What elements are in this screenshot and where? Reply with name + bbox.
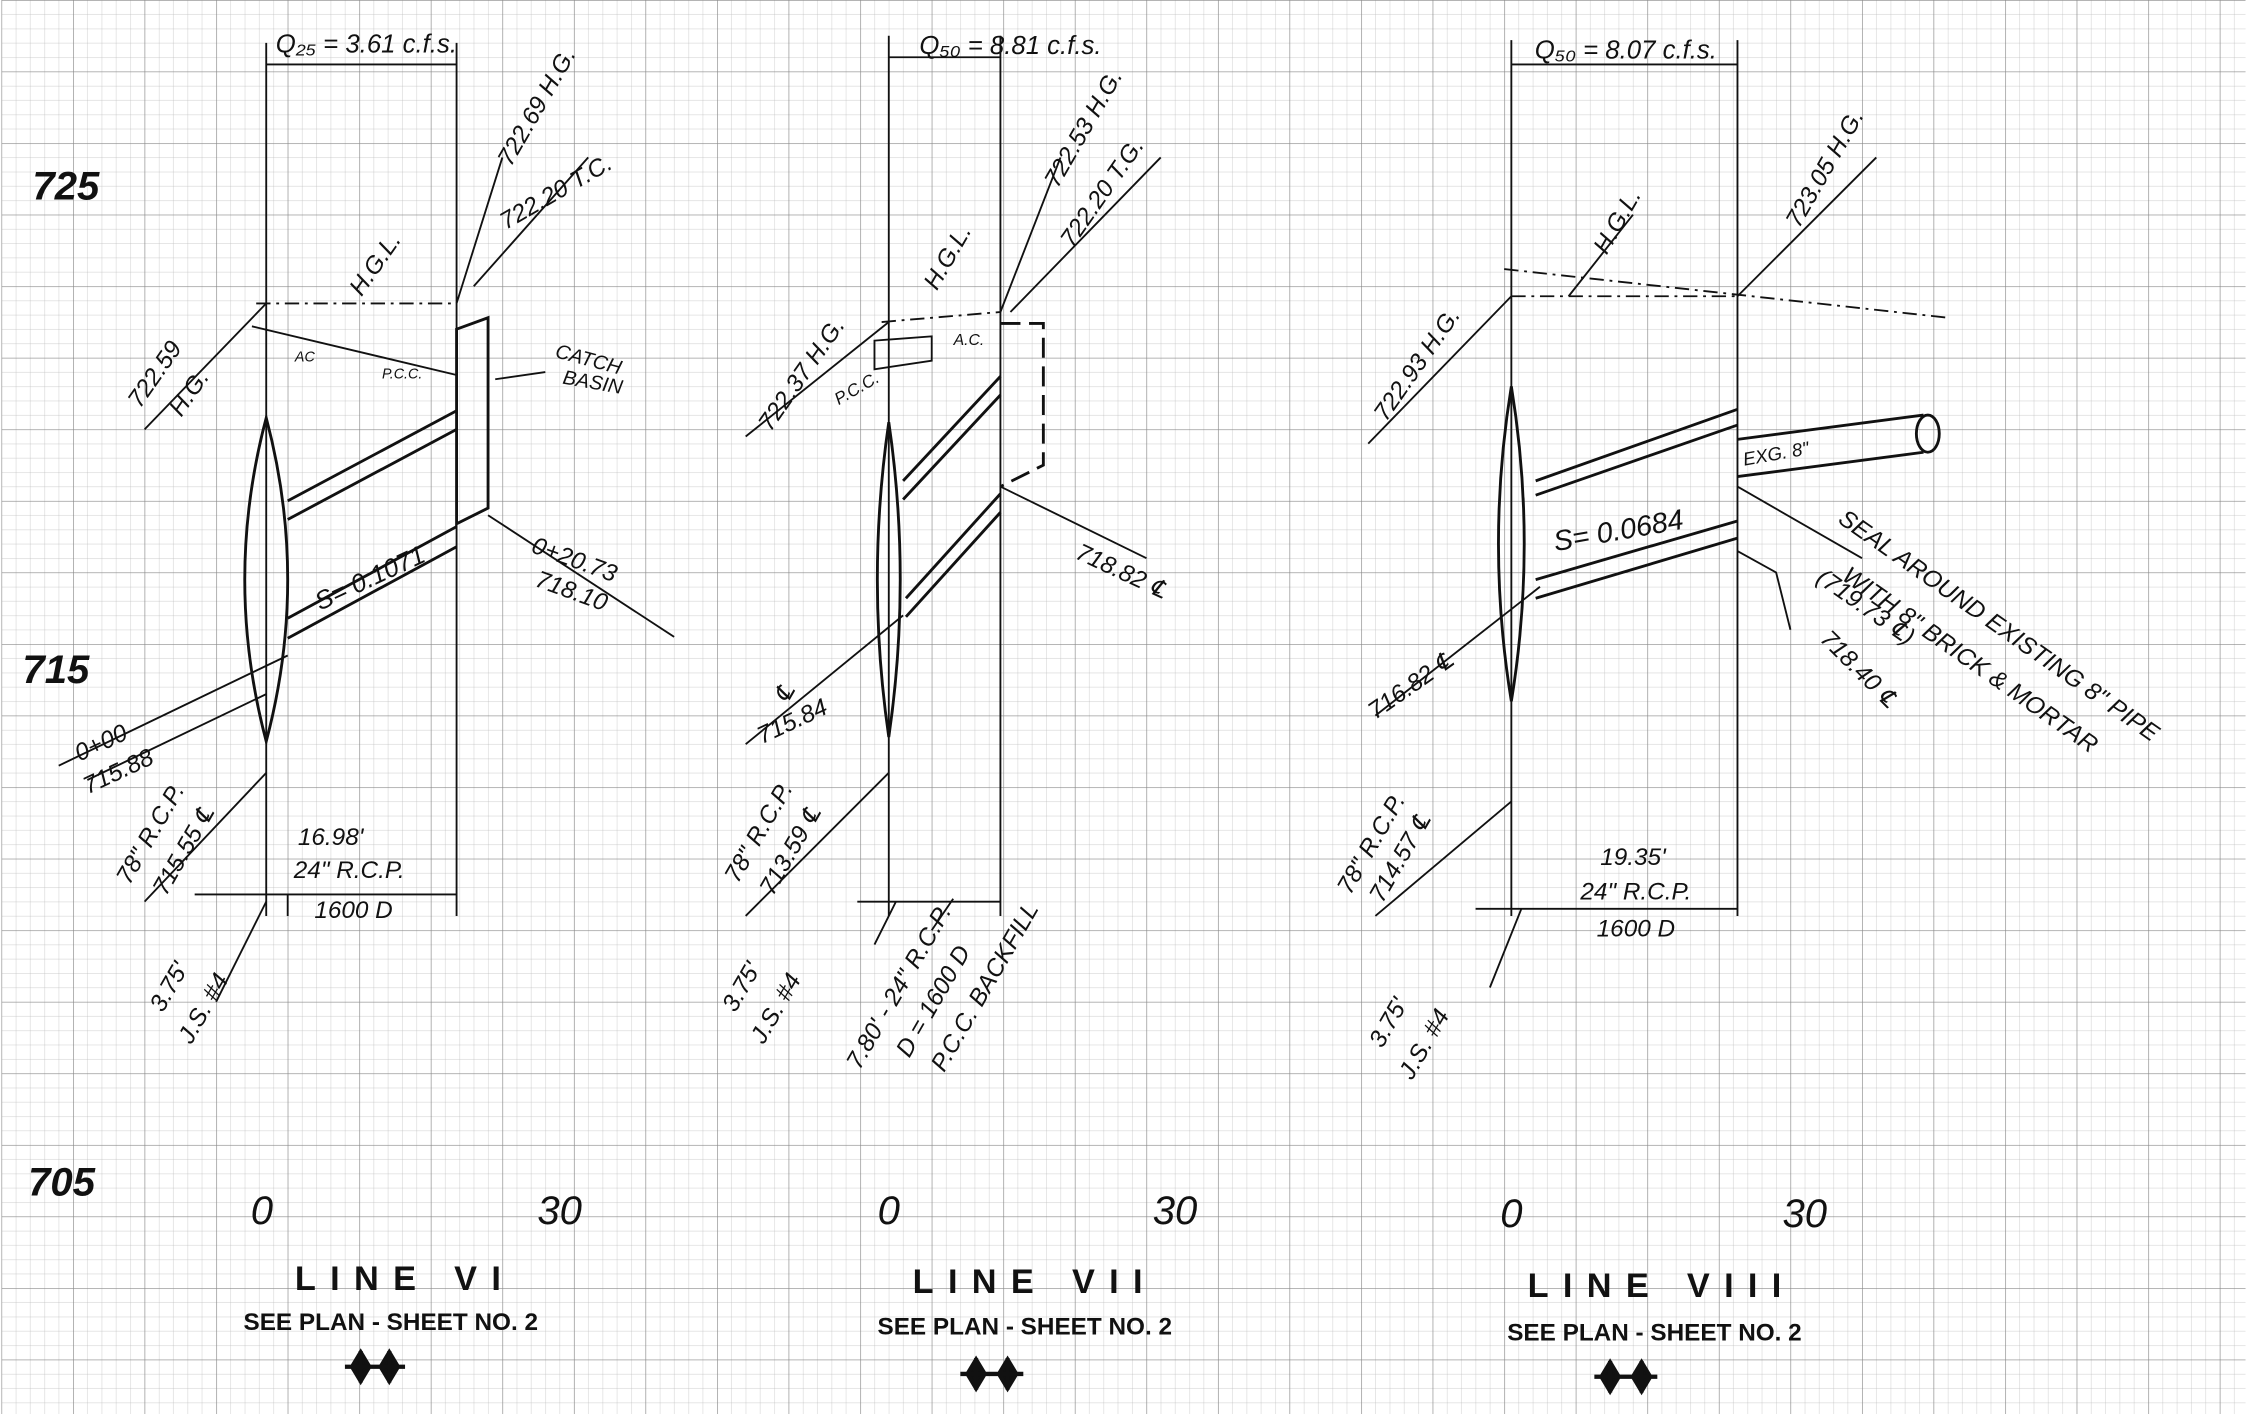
station-label: 0	[1500, 1192, 1522, 1236]
profile-annotation: 1600 D	[1597, 916, 1675, 943]
profile-annotation: 16.98'	[298, 824, 365, 851]
profile-title: LINE VI	[295, 1260, 515, 1298]
profile-annotation: AC	[294, 350, 316, 366]
profile-annotation: 1600 D	[314, 897, 392, 924]
profile-annotation: 24" R.C.P.	[1579, 878, 1691, 905]
sheet-reference: SEE PLAN - SHEET NO. 2	[243, 1309, 538, 1336]
elevation-label: 715	[22, 648, 90, 692]
profile-annotation: A.C.	[953, 332, 985, 349]
sheet-reference: SEE PLAN - SHEET NO. 2	[1507, 1319, 1802, 1346]
profile-title: LINE VII	[913, 1263, 1157, 1301]
station-label: 30	[1153, 1189, 1198, 1233]
station-label: 0	[251, 1189, 273, 1233]
profile-vii-drawing	[745, 35, 1162, 945]
elevation-label: 705	[28, 1161, 96, 1205]
profile-annotation: P.C.C.	[382, 367, 422, 383]
flow-label: Q₅₀ = 8.07 c.f.s.	[1535, 36, 1717, 64]
flow-label: Q₅₀ = 8.81 c.f.s.	[919, 32, 1101, 60]
profile-annotation: 24" R.C.P.	[293, 857, 405, 884]
profile-vi-drawing	[58, 42, 675, 1003]
elevation-label: 725	[32, 164, 100, 208]
asterisk-marks	[344, 1348, 1658, 1396]
station-label: 0	[878, 1189, 900, 1233]
profile-title: LINE VIII	[1528, 1267, 1796, 1305]
sheet-reference: SEE PLAN - SHEET NO. 2	[877, 1314, 1172, 1341]
profile-viii-drawing	[1367, 40, 1948, 988]
profile-annotation: 19.35'	[1600, 844, 1667, 871]
flow-label: Q₂₅ = 3.61 c.f.s.	[276, 31, 457, 59]
station-label: 30	[537, 1189, 582, 1233]
station-label: 30	[1782, 1192, 1827, 1236]
